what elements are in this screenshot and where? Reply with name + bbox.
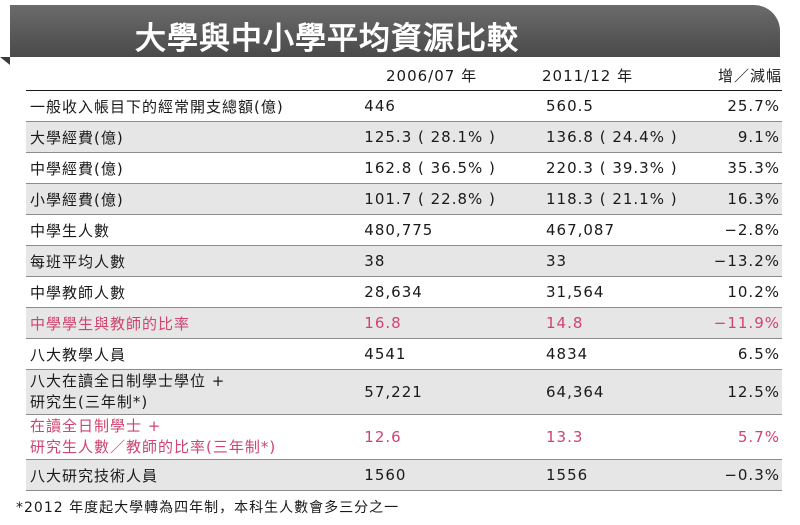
- row-label: 大學經費(億): [26, 121, 361, 153]
- row-label: 八大在讀全日制學士學位 + 研究生(三年制*): [26, 369, 361, 415]
- value-change: 10.2%: [709, 276, 782, 308]
- value-2006-07: 12.6: [360, 414, 542, 460]
- table-row: 中學生人數 480,775 467,087 −2.8%: [26, 214, 782, 246]
- comparison-table: 2006/07 年 2011/12 年 增／減幅 一般收入帳目下的經常開支總額(…: [26, 60, 782, 491]
- value-2006-07: 28,634: [360, 276, 542, 308]
- row-label: 小學經費(億): [26, 183, 361, 215]
- value-2006-07: 57,221: [360, 369, 542, 415]
- value-2011-12: 560.5: [541, 90, 710, 122]
- value-2006-07: 162.8 ( 36.5% ): [360, 152, 542, 184]
- value-2011-12: 1556: [541, 459, 710, 491]
- value-2006-07: 16.8: [360, 307, 542, 339]
- value-2006-07: 480,775: [360, 214, 542, 246]
- table-row: 八大教學人員 4541 4834 6.5%: [26, 338, 782, 370]
- value-change: −2.8%: [709, 214, 782, 246]
- value-change: 16.3%: [709, 183, 782, 215]
- value-change: −11.9%: [709, 307, 782, 339]
- value-change: 6.5%: [709, 338, 782, 370]
- table-row: 小學經費(億) 101.7 ( 22.8% ) 118.3 ( 21.1% ) …: [26, 183, 782, 215]
- row-label: 每班平均人數: [26, 245, 361, 277]
- footnote: *2012 年度起大學轉為四年制，本科生人數會多三分之一: [16, 500, 400, 516]
- banner-fold: [0, 57, 10, 65]
- value-2011-12: 31,564: [541, 276, 710, 308]
- row-label: 八大教學人員: [26, 338, 361, 370]
- row-label: 八大研究技術人員: [26, 459, 361, 491]
- table-row: 一般收入帳目下的經常開支總額(億) 446 560.5 25.7%: [26, 90, 782, 122]
- row-label: 中學教師人數: [26, 276, 361, 308]
- table-row: 中學教師人數 28,634 31,564 10.2%: [26, 276, 782, 308]
- value-change: 5.7%: [709, 414, 782, 460]
- table-row-highlight: 中學學生與教師的比率 16.8 14.8 −11.9%: [26, 307, 782, 339]
- table-row: 中學經費(億) 162.8 ( 36.5% ) 220.3 ( 39.3% ) …: [26, 152, 782, 184]
- row-label-line: 研究生(三年制*): [30, 393, 149, 411]
- row-label: 中學經費(億): [26, 152, 361, 184]
- row-label-line: 在讀全日制學士 +: [30, 417, 162, 435]
- value-2011-12: 136.8 ( 24.4% ): [541, 121, 710, 153]
- table-header-row: 2006/07 年 2011/12 年 增／減幅: [26, 60, 782, 91]
- value-2011-12: 220.3 ( 39.3% ): [541, 152, 710, 184]
- row-label: 中學學生與教師的比率: [26, 307, 361, 339]
- value-2006-07: 446: [360, 90, 542, 122]
- row-label: 在讀全日制學士 + 研究生人數／教師的比率(三年制*): [26, 414, 361, 460]
- value-change: −0.3%: [709, 459, 782, 491]
- value-2011-12: 14.8: [541, 307, 710, 339]
- value-2011-12: 4834: [541, 338, 710, 370]
- row-label: 一般收入帳目下的經常開支總額(億): [26, 90, 361, 122]
- row-label-line: 研究生人數／教師的比率(三年制*): [30, 438, 277, 456]
- table-row-highlight: 在讀全日制學士 + 研究生人數／教師的比率(三年制*) 12.6 13.3 5.…: [26, 414, 782, 460]
- value-change: 12.5%: [709, 369, 782, 415]
- value-2006-07: 125.3 ( 28.1% ): [360, 121, 542, 153]
- value-change: 35.3%: [709, 152, 782, 184]
- table-row: 大學經費(億) 125.3 ( 28.1% ) 136.8 ( 24.4% ) …: [26, 121, 782, 153]
- value-2011-12: 118.3 ( 21.1% ): [541, 183, 710, 215]
- value-2006-07: 1560: [360, 459, 542, 491]
- value-2011-12: 467,087: [541, 214, 710, 246]
- value-2011-12: 33: [541, 245, 710, 277]
- value-2011-12: 13.3: [541, 414, 710, 460]
- value-change: 25.7%: [709, 90, 782, 122]
- value-2006-07: 4541: [360, 338, 542, 370]
- table-row: 八大在讀全日制學士學位 + 研究生(三年制*) 57,221 64,364 12…: [26, 369, 782, 415]
- page-title: 大學與中小學平均資源比較: [135, 21, 519, 57]
- header-change: 增／減幅: [709, 60, 782, 91]
- table-row: 每班平均人數 38 33 −13.2%: [26, 245, 782, 277]
- row-label: 中學生人數: [26, 214, 361, 246]
- value-change: 9.1%: [709, 121, 782, 153]
- value-2006-07: 101.7 ( 22.8% ): [360, 183, 542, 215]
- title-banner: 大學與中小學平均資源比較: [0, 5, 780, 65]
- value-2006-07: 38: [360, 245, 542, 277]
- table-row: 八大研究技術人員 1560 1556 −0.3%: [26, 459, 782, 491]
- header-2006-07: 2006/07 年: [26, 60, 542, 91]
- value-2011-12: 64,364: [541, 369, 710, 415]
- row-label-line: 八大在讀全日制學士學位 +: [30, 372, 226, 390]
- header-2011-12: 2011/12 年: [541, 60, 710, 91]
- value-change: −13.2%: [709, 245, 782, 277]
